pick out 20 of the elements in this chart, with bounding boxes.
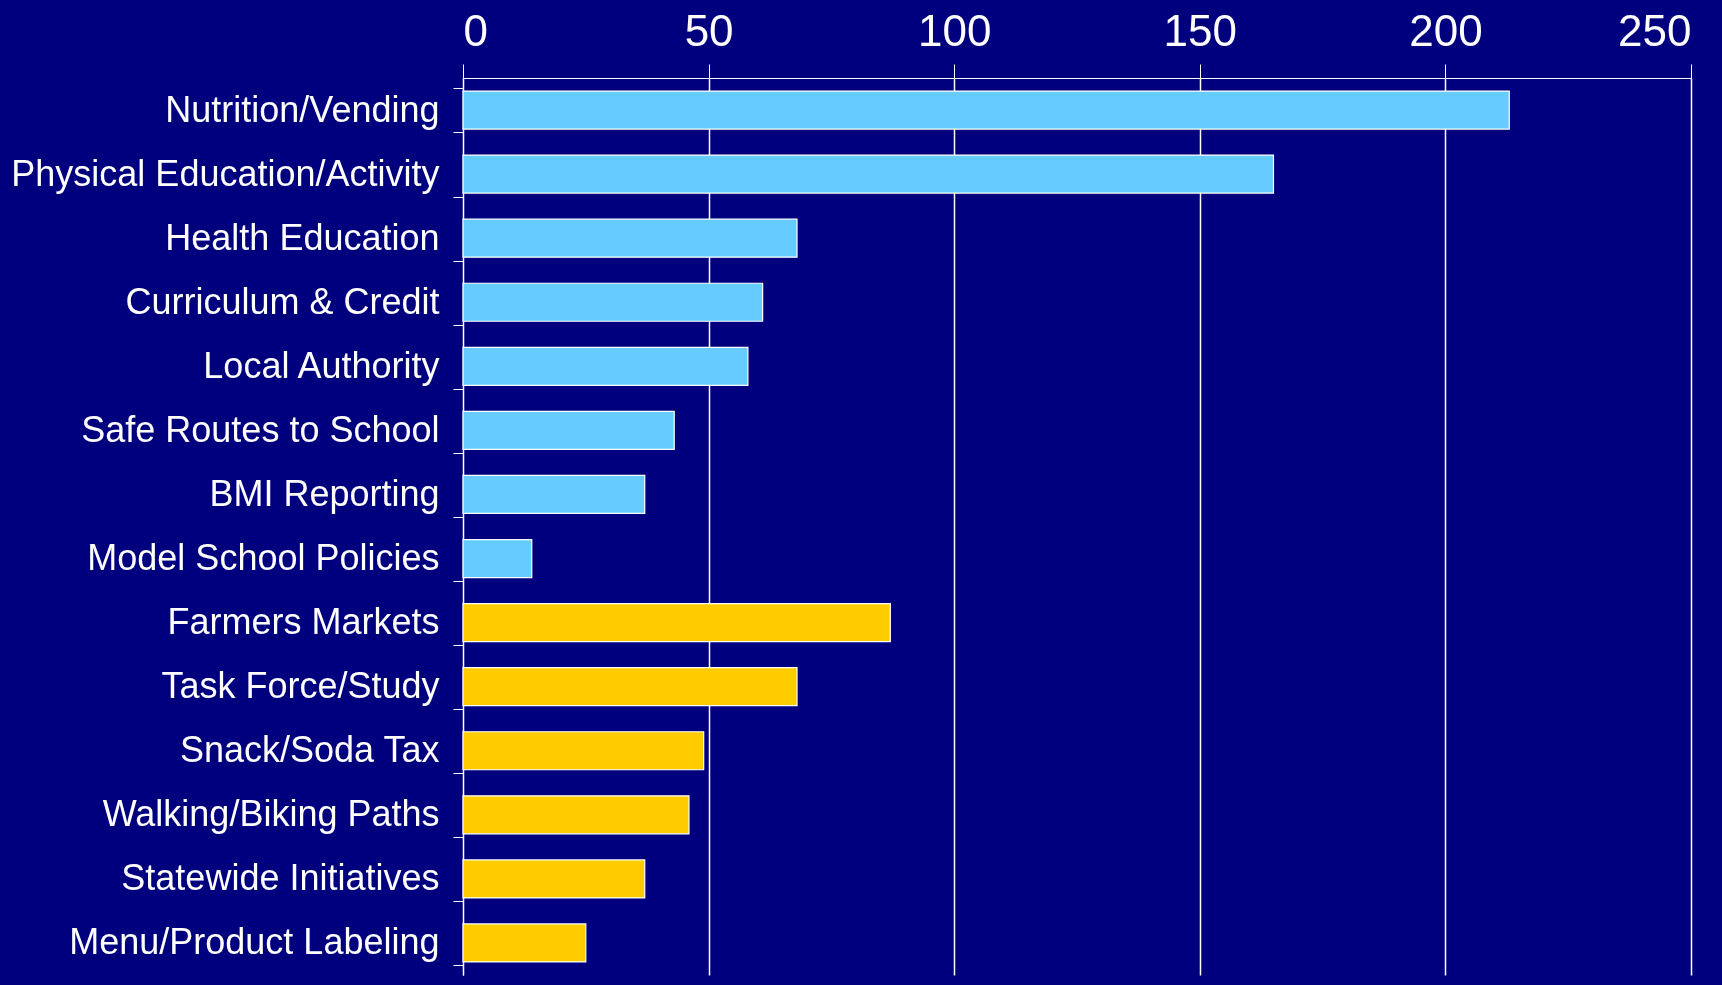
y-tick-label: Model School Policies: [87, 537, 440, 579]
y-tick-label: Statewide Initiatives: [121, 857, 440, 899]
x-tick-label: 150: [1163, 5, 1238, 55]
y-tick-label: Walking/Biking Paths: [102, 793, 440, 835]
y-tick-label: Task Force/Study: [161, 665, 440, 707]
y-tick-label: Physical Education/Activity: [11, 152, 440, 194]
y-tick-label: Health Education: [165, 216, 440, 258]
y-tick-label: Nutrition/Vending: [165, 88, 440, 130]
x-tick-label: 50: [684, 5, 734, 55]
y-tick-label: Snack/Soda Tax: [179, 729, 440, 771]
y-tick-label: Local Authority: [203, 344, 440, 386]
y-tick-label: Menu/Product Labeling: [69, 921, 440, 963]
x-tick-label: 100: [917, 5, 992, 55]
y-tick-label: BMI Reporting: [209, 472, 440, 514]
y-tick-label: Safe Routes to School: [81, 408, 440, 450]
x-tick-label: 0: [463, 5, 488, 55]
y-tick-label: Farmers Markets: [167, 601, 440, 643]
x-tick-label: 250: [1618, 5, 1692, 55]
x-tick-label: 200: [1409, 5, 1483, 55]
y-tick-label: Curriculum & Credit: [125, 280, 440, 322]
